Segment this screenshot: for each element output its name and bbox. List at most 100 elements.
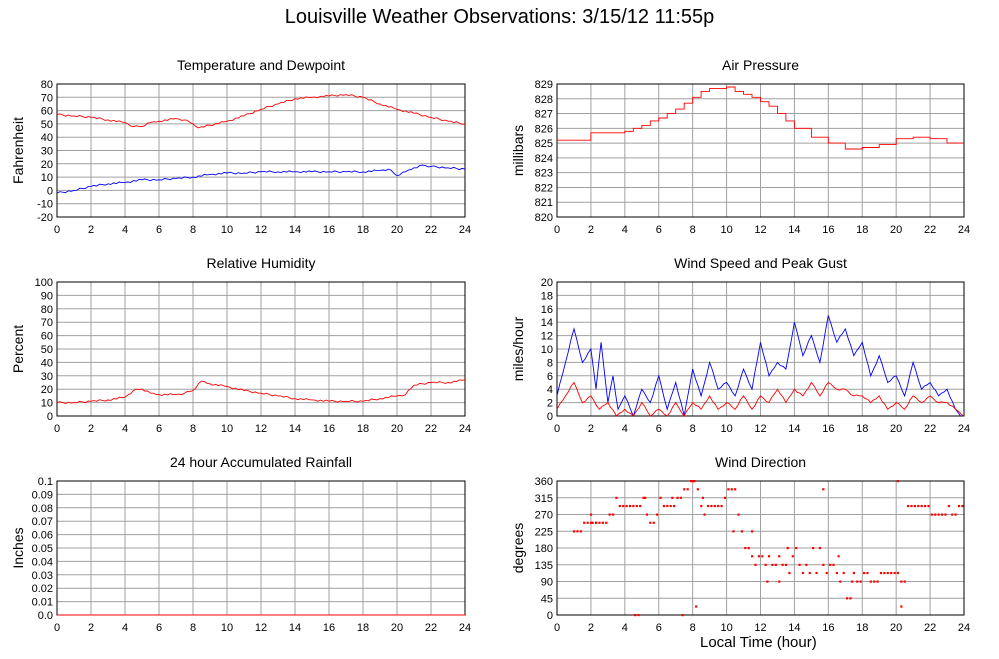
x-tick-label: 10	[221, 622, 233, 634]
data-point	[673, 504, 676, 508]
data-point	[930, 513, 933, 516]
x-tick-label: 24	[459, 224, 471, 236]
data-point	[717, 504, 720, 508]
y-tick-label: 225	[535, 526, 553, 538]
x-tick-label: 10	[720, 224, 732, 236]
data-point	[767, 555, 771, 558]
data-point	[695, 605, 698, 608]
y-tick-label: 30	[41, 146, 53, 158]
data-point	[737, 513, 740, 516]
y-tick-label: 0.0	[38, 610, 53, 622]
chart-title: Air Pressure	[722, 57, 799, 73]
x-tick-label: 14	[289, 224, 301, 236]
plot-frame	[56, 83, 466, 218]
data-point	[879, 571, 883, 575]
data-point	[639, 504, 642, 508]
y-tick-label: 8	[547, 357, 553, 369]
data-point	[866, 571, 869, 575]
data-point	[812, 547, 815, 550]
x-tick-label: 24	[958, 622, 970, 634]
x-tick-label: 4	[122, 622, 128, 634]
y-axis-label: Inches	[10, 527, 26, 568]
x-tick-label: 22	[924, 224, 936, 236]
data-point	[784, 563, 788, 566]
data-point	[903, 580, 906, 583]
y-tick-label: 2	[547, 398, 553, 410]
x-tick-label: 20	[890, 224, 902, 236]
y-tick-label: 100	[35, 277, 53, 289]
data-point	[947, 504, 950, 508]
data-point	[900, 580, 903, 583]
series-line	[557, 86, 964, 150]
data-point	[747, 547, 750, 550]
x-tick-label: 22	[425, 423, 437, 435]
x-tick-label: 10	[221, 423, 233, 435]
data-point	[917, 504, 920, 508]
series-line	[556, 315, 961, 418]
series-line	[556, 381, 965, 417]
data-point	[842, 571, 845, 575]
x-tick-label: 2	[88, 423, 94, 435]
data-point	[605, 521, 608, 524]
data-point	[937, 513, 940, 516]
data-point	[598, 521, 601, 524]
x-tick-label: 18	[856, 622, 868, 634]
x-tick-label: 12	[255, 622, 267, 634]
y-tick-label: 821	[535, 197, 553, 209]
x-tick-label: 6	[156, 224, 162, 236]
data-point	[961, 504, 964, 508]
data-point	[913, 504, 917, 508]
data-point	[886, 571, 889, 575]
data-point	[701, 496, 705, 499]
data-point	[927, 504, 930, 508]
x-tick-label: 10	[720, 622, 732, 634]
x-tick-label: 0	[54, 224, 60, 236]
wind-direction-chart: 0 2 4 6 8 10 12 14 16 18 20 22 240459013518022527031…	[510, 454, 970, 634]
data-point	[869, 580, 872, 583]
data-point	[862, 571, 866, 575]
page-title: Louisville Weather Observations: 3/15/12…	[284, 6, 715, 28]
data-point	[896, 480, 900, 483]
x-tick-label: 0	[54, 622, 60, 634]
data-point	[649, 521, 652, 524]
data-point	[951, 513, 954, 516]
x-tick-label: 24	[958, 224, 970, 236]
x-tick-label: 2	[588, 224, 594, 236]
data-point	[583, 521, 586, 524]
plot-frame	[556, 83, 965, 218]
data-point	[744, 547, 747, 550]
y-tick-label: 0.07	[32, 516, 53, 528]
series-dots	[572, 480, 964, 617]
x-tick-label: 20	[890, 423, 902, 435]
y-tick-label: 0	[47, 411, 53, 423]
data-point	[671, 496, 674, 499]
data-point	[766, 580, 769, 583]
data-point	[691, 480, 694, 483]
data-point	[829, 563, 832, 566]
data-point	[586, 521, 589, 524]
data-point	[720, 504, 723, 508]
y-tick-label: 10	[41, 398, 53, 410]
y-tick-label: 18	[541, 290, 553, 302]
data-point	[693, 480, 696, 483]
chart-title: 24 hour Accumulated Rainfall	[170, 454, 352, 470]
y-tick-label: 60	[41, 331, 53, 343]
y-tick-label: 4	[547, 384, 553, 396]
data-point	[679, 496, 682, 499]
data-point	[876, 580, 879, 583]
chart-title: Relative Humidity	[207, 255, 316, 271]
data-point	[778, 555, 781, 558]
x-tick-label: 14	[289, 423, 301, 435]
data-point	[576, 530, 579, 533]
data-point	[910, 504, 913, 508]
y-tick-label: 80	[41, 79, 53, 91]
x-tick-label: 22	[425, 224, 437, 236]
y-tick-label: 825	[535, 138, 553, 150]
x-tick-label: 14	[788, 423, 800, 435]
y-tick-label: 30	[41, 371, 53, 383]
y-tick-label: 0	[547, 610, 553, 622]
data-point	[637, 614, 640, 617]
data-point	[645, 513, 649, 516]
data-point	[732, 530, 735, 533]
series-line	[56, 164, 466, 194]
